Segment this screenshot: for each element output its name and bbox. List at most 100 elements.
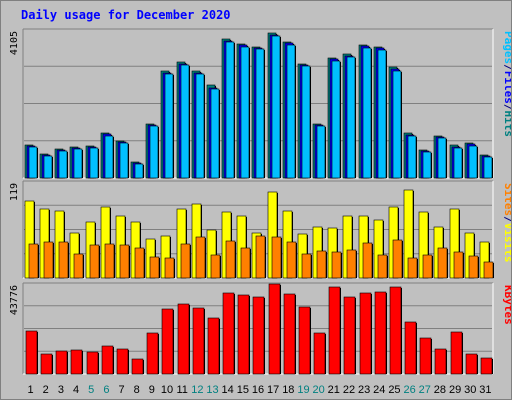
- sites-bar: [240, 247, 251, 279]
- pages-bar: [89, 147, 99, 179]
- kbytes-bar: [101, 345, 114, 375]
- pages-bar: [180, 64, 190, 179]
- pages-bar: [58, 150, 68, 179]
- sites-bar: [119, 244, 130, 279]
- day-label: 17: [267, 384, 279, 396]
- kbytes-bar: [450, 331, 463, 375]
- y-max-label: 4105: [9, 31, 20, 55]
- day-label: 22: [343, 384, 355, 396]
- day-label: 21: [328, 384, 340, 396]
- legend-item: Hits: [502, 111, 511, 138]
- kbytes-bar: [374, 291, 387, 375]
- sites-bar: [301, 253, 312, 279]
- sites-bar: [225, 240, 236, 279]
- kbytes-bar: [298, 306, 311, 375]
- day-label: 13: [206, 384, 218, 396]
- sites-bar: [437, 247, 448, 279]
- sites-bar: [377, 254, 388, 279]
- kbytes-bar: [389, 286, 402, 375]
- pages-bar: [468, 145, 478, 179]
- pages-bar: [483, 156, 493, 179]
- pages-bar: [331, 60, 341, 179]
- kbytes-bar: [268, 283, 281, 375]
- kbytes-bar: [419, 337, 432, 375]
- sites-bar: [28, 243, 39, 279]
- pages-bar: [164, 73, 174, 179]
- kbytes-bar: [161, 308, 174, 375]
- pages-bar: [453, 147, 463, 179]
- kbytes-bar: [283, 293, 296, 375]
- sites-bar: [104, 243, 115, 279]
- day-label: 1: [28, 384, 34, 396]
- day-label: 4: [73, 384, 79, 396]
- sites-bar: [195, 236, 206, 279]
- panel-2: 119 Sites/Visits: [9, 180, 511, 279]
- pages-bar: [286, 44, 296, 179]
- legend-item: Pages: [502, 31, 511, 64]
- day-label: 18: [282, 384, 294, 396]
- pages-bar: [362, 47, 372, 179]
- day-label: 30: [464, 384, 476, 396]
- day-label: 24: [373, 384, 385, 396]
- pages-bar: [119, 142, 129, 179]
- legend-item: /: [502, 64, 511, 71]
- pages-bar: [225, 41, 235, 179]
- day-label: 28: [434, 384, 446, 396]
- pages-bar: [210, 88, 220, 179]
- sites-bar: [210, 254, 221, 279]
- kbytes-bar: [86, 351, 99, 375]
- legend-item: KBytes: [502, 285, 511, 325]
- day-label: 31: [479, 384, 491, 396]
- day-label: 16: [252, 384, 264, 396]
- sites-bar: [392, 239, 403, 279]
- kbytes-bar: [207, 317, 220, 375]
- day-label: 27: [419, 384, 431, 396]
- sites-bar: [407, 257, 418, 279]
- kbytes-bar: [252, 296, 265, 375]
- pages-bar: [28, 146, 38, 179]
- pages-bar: [240, 46, 250, 179]
- sites-bar: [468, 255, 479, 279]
- pages-bar: [73, 148, 83, 179]
- day-label: 2: [43, 384, 49, 396]
- day-label: 20: [313, 384, 325, 396]
- sites-bar: [422, 254, 433, 279]
- kbytes-bar: [146, 332, 159, 375]
- day-label: 9: [149, 384, 155, 396]
- kbytes-bar: [480, 357, 493, 375]
- kbytes-bar: [25, 330, 38, 375]
- sites-bar: [346, 249, 357, 279]
- day-label: 15: [237, 384, 249, 396]
- legend: KBytes: [502, 285, 511, 325]
- pages-bar: [43, 155, 53, 179]
- chart-title: Daily usage for December 2020: [21, 8, 231, 22]
- sites-bar: [58, 241, 69, 279]
- day-label: 14: [222, 384, 234, 396]
- pages-bar: [407, 135, 417, 179]
- kbytes-bar: [116, 348, 129, 375]
- day-label: 29: [449, 384, 461, 396]
- legend: Pages/Files/Hits: [502, 31, 511, 137]
- pages-bar: [377, 49, 387, 179]
- sites-bar: [180, 243, 191, 279]
- kbytes-bar: [131, 358, 144, 375]
- sites-bar: [43, 241, 54, 279]
- pages-bar: [195, 73, 205, 179]
- sites-bar: [483, 261, 494, 279]
- kbytes-bar: [313, 332, 326, 375]
- day-label: 7: [118, 384, 124, 396]
- pages-bar: [437, 137, 447, 179]
- day-label: 5: [88, 384, 94, 396]
- y-max-label: 119: [9, 183, 20, 201]
- pages-bar: [149, 125, 159, 179]
- legend-item: /: [502, 104, 511, 111]
- legend-item: /: [502, 216, 511, 223]
- legend-item: Visits: [502, 223, 511, 263]
- sites-bar: [73, 253, 84, 279]
- pages-bar: [104, 135, 114, 179]
- legend-item: Files: [502, 71, 511, 104]
- pages-bar: [316, 125, 326, 179]
